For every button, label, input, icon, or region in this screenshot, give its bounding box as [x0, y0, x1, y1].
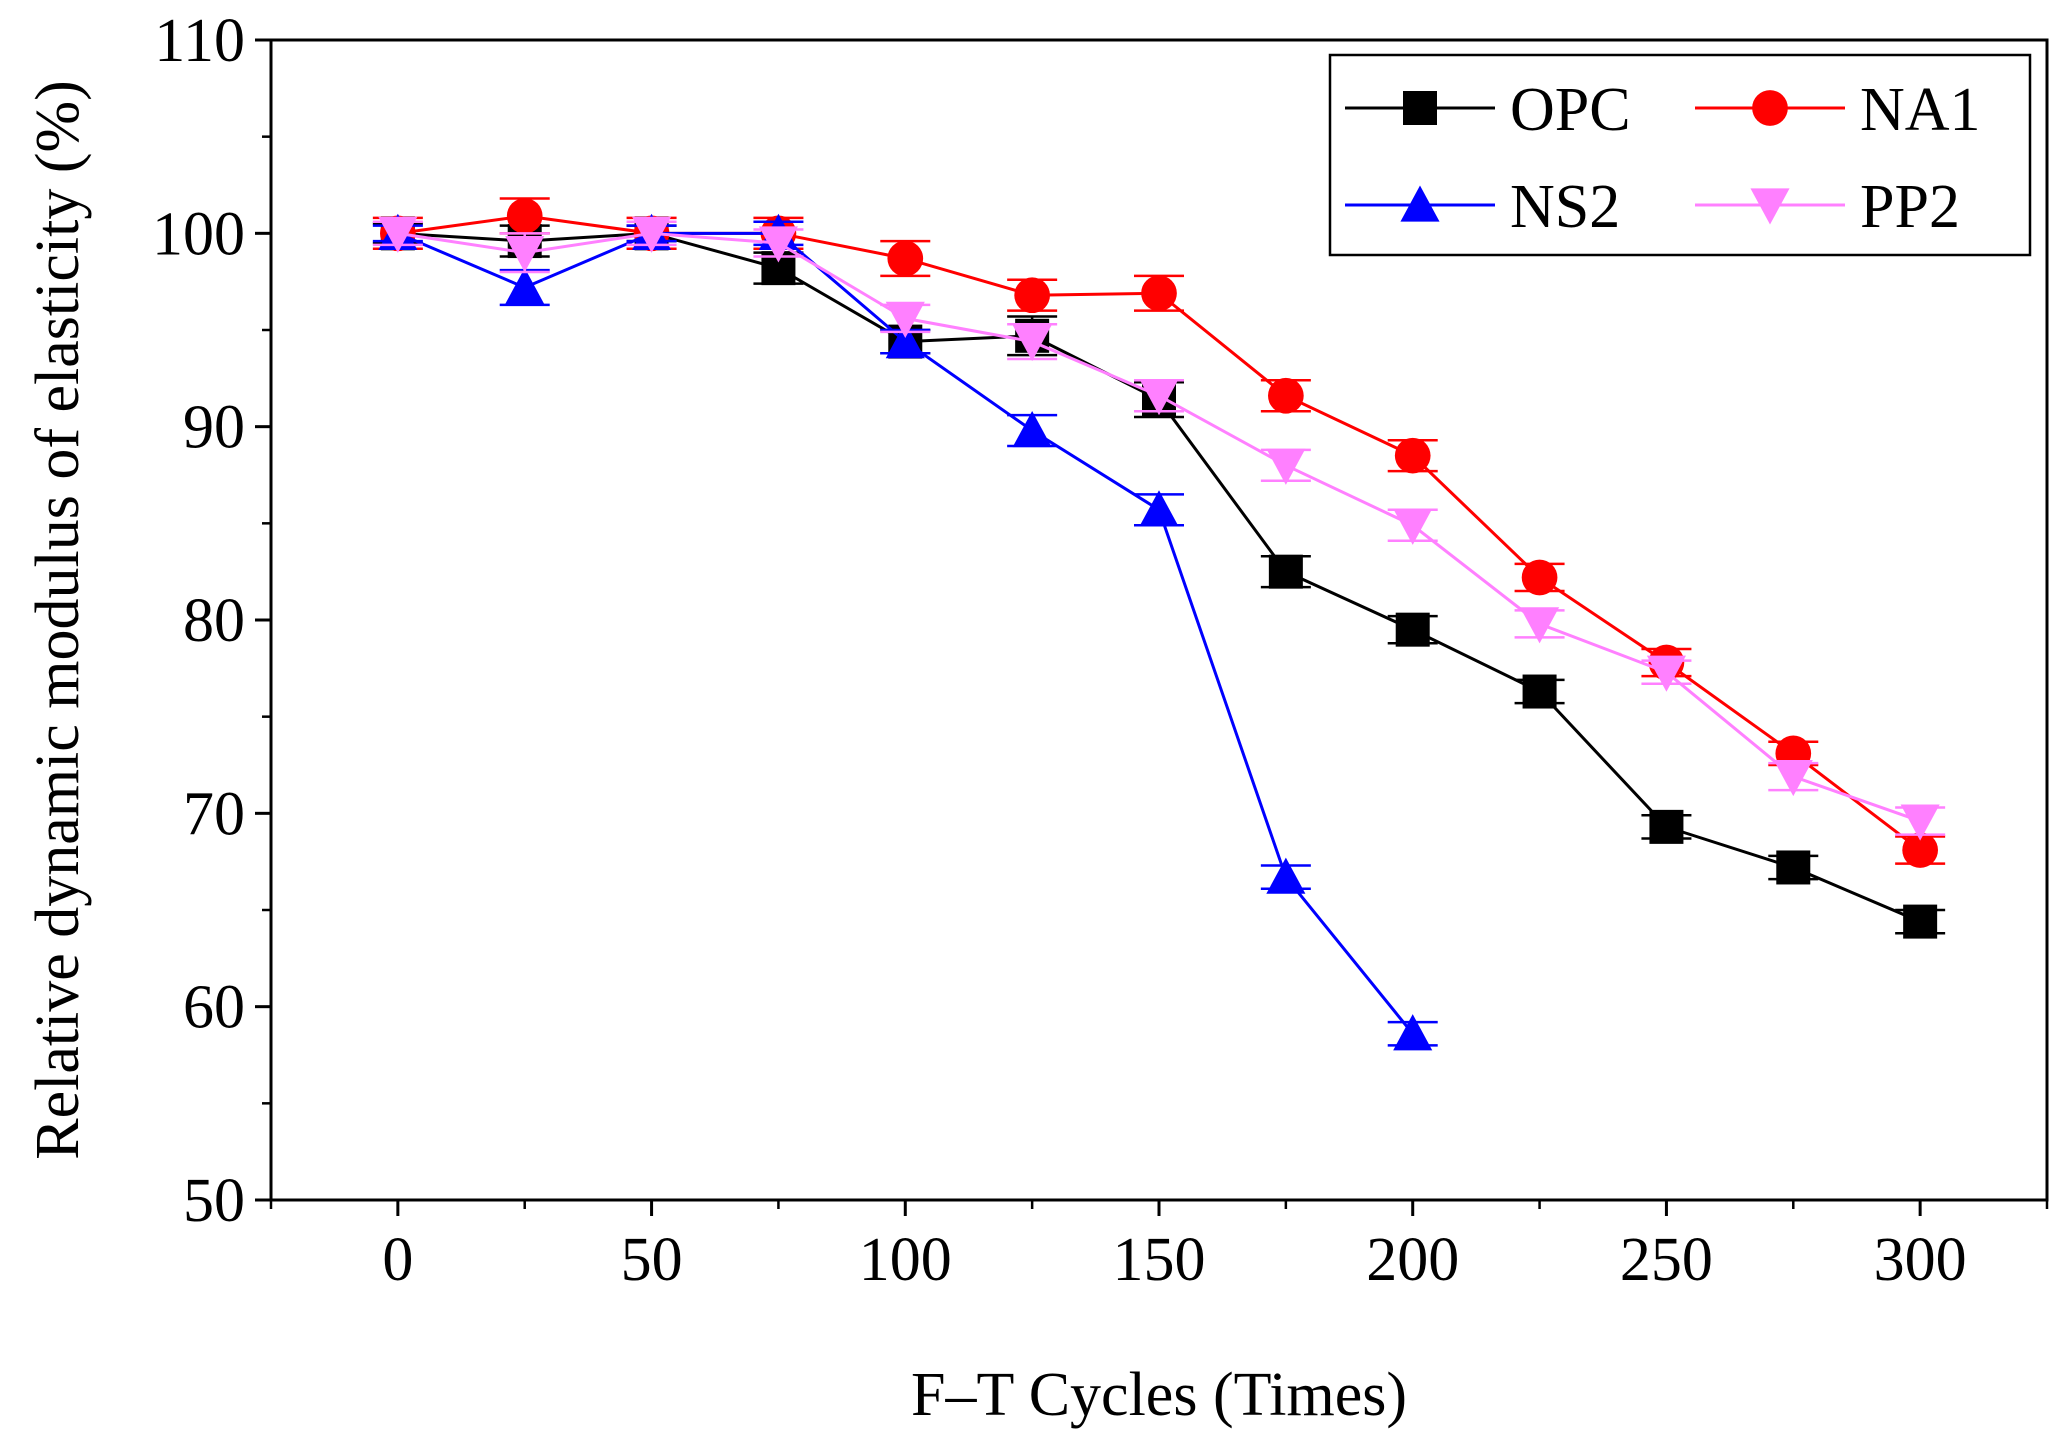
data-point-na1 [1394, 437, 1431, 474]
data-point-na1 [1141, 275, 1177, 312]
x-tick-label: 0 [382, 1226, 413, 1294]
legend-marker [1752, 90, 1788, 126]
legend-label: PP2 [1860, 173, 1960, 241]
y-tick-label: 80 [183, 587, 245, 655]
x-tick-label: 250 [1620, 1226, 1713, 1294]
data-point-ns2 [1012, 410, 1052, 448]
data-point-pp2 [1900, 804, 1940, 841]
data-point-ns2 [505, 267, 545, 305]
data-point-pp2 [1520, 607, 1560, 644]
legend-box [1328, 53, 2032, 257]
data-point-pp2 [632, 216, 672, 253]
legend-label: NS2 [1510, 173, 1620, 241]
y-tick-label: 60 [183, 974, 245, 1042]
y-axis-title: Relative dynamic modulus of elasticity (… [24, 80, 92, 1160]
legend-item-ns2: NS2 [1345, 173, 1620, 241]
data-point-pp2 [1012, 324, 1052, 362]
legend-entries: OPC NA1 NS2 PP2 [1345, 76, 1981, 241]
data-point-pp2 [1139, 379, 1179, 416]
data-point-pp2 [1266, 448, 1306, 485]
legend-marker [1750, 188, 1790, 225]
data-point-ns2 [1139, 490, 1179, 527]
legend-marker [1403, 91, 1437, 125]
y-tick-label: 90 [183, 394, 245, 462]
data-point-opc [1395, 612, 1430, 647]
y-tick-label: 70 [183, 780, 245, 848]
x-axis-title: F–T Cycles (Times) [911, 1361, 1407, 1429]
data-point-opc [1522, 674, 1557, 709]
data-point-na1 [1521, 559, 1558, 596]
legend-item-opc: OPC [1345, 76, 1631, 144]
data-point-na1 [1268, 377, 1304, 414]
x-tick-label: 100 [859, 1226, 952, 1294]
series-pp2 [372, 216, 1946, 841]
data-point-opc [1649, 809, 1684, 844]
data-point-opc [1776, 850, 1811, 885]
data-point-pp2 [1646, 655, 1686, 692]
data-point-pp2 [758, 226, 798, 263]
data-point-pp2 [1393, 508, 1433, 545]
y-tick-label: 50 [183, 1167, 245, 1235]
data-point-na1 [506, 198, 543, 234]
legend: OPC NA1 NS2 PP2 [1328, 53, 2032, 257]
data-point-na1 [887, 240, 924, 277]
x-tick-label: 200 [1366, 1226, 1459, 1294]
data-point-na1 [1902, 832, 1938, 868]
legend-label: OPC [1510, 76, 1631, 144]
x-tick-label: 300 [1874, 1226, 1967, 1294]
legend-item-pp2: PP2 [1695, 173, 1960, 241]
data-point-na1 [1014, 277, 1050, 314]
data-point-ns2 [1393, 1014, 1433, 1051]
data-point-pp2 [378, 216, 418, 253]
series-layer [372, 197, 1946, 1051]
data-point-opc [1268, 554, 1303, 589]
x-tick-label: 150 [1113, 1226, 1206, 1294]
data-point-pp2 [505, 236, 545, 273]
data-point-pp2 [1773, 759, 1813, 797]
data-point-pp2 [885, 301, 925, 338]
data-point-opc [1903, 904, 1938, 939]
legend-item-na1: NA1 [1695, 76, 1981, 144]
y-tick-label: 110 [154, 7, 245, 75]
x-tick-label: 50 [621, 1226, 683, 1294]
legend-label: NA1 [1860, 76, 1981, 144]
data-point-ns2 [1266, 857, 1306, 894]
y-tick-label: 100 [152, 200, 245, 268]
legend-marker [1400, 185, 1440, 222]
axes-layer: 0 50 100 150 200 250 300 50 60 70 80 90 100 110 [152, 7, 2049, 1294]
data-point-ns2 [885, 322, 925, 359]
